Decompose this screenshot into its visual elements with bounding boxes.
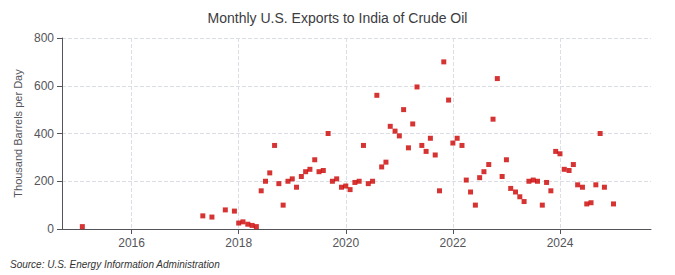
svg-text:800: 800 xyxy=(34,31,54,45)
svg-text:2024: 2024 xyxy=(547,236,574,250)
svg-text:2022: 2022 xyxy=(440,236,467,250)
svg-text:0: 0 xyxy=(47,222,54,236)
svg-text:2016: 2016 xyxy=(118,236,145,250)
svg-text:400: 400 xyxy=(34,127,54,141)
svg-text:600: 600 xyxy=(34,79,54,93)
svg-text:Source: U.S. Energy Informatio: Source: U.S. Energy Information Administ… xyxy=(10,259,220,270)
svg-text:Thousand Barrels per Day: Thousand Barrels per Day xyxy=(12,69,24,198)
svg-text:2020: 2020 xyxy=(332,236,359,250)
svg-text:Monthly U.S. Exports to India: Monthly U.S. Exports to India of Crude O… xyxy=(208,10,468,26)
svg-text:2018: 2018 xyxy=(225,236,252,250)
svg-text:200: 200 xyxy=(34,174,54,188)
